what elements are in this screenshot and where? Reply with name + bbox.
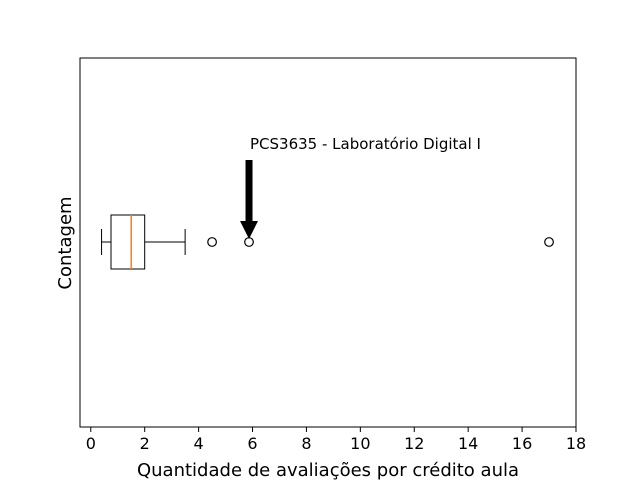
plot-frame — [79, 57, 577, 428]
annotation-label: PCS3635 - Laboratório Digital I — [250, 135, 481, 153]
x-tick-label: 16 — [512, 434, 532, 453]
y-axis-label: Contagem — [55, 196, 76, 289]
annotation-arrow-shaft — [245, 160, 253, 222]
x-tick-label: 6 — [247, 434, 257, 453]
annotation-arrow-head — [240, 221, 259, 239]
box-iqr — [110, 214, 146, 270]
x-axis-ticks: 0 2 4 6 8 10 12 14 16 18 — [86, 427, 586, 453]
x-tick-label: 8 — [301, 434, 311, 453]
x-tick-label: 0 — [86, 434, 96, 453]
x-tick-label: 12 — [404, 434, 424, 453]
outlier-point-0 — [207, 237, 217, 247]
chart-marks — [101, 160, 554, 270]
x-tick-label: 2 — [140, 434, 150, 453]
x-tick-label: 14 — [458, 434, 478, 453]
x-tick-label: 18 — [566, 434, 586, 453]
x-tick-label: 10 — [350, 434, 370, 453]
x-axis-label: Quantidade de avaliações por crédito aul… — [137, 460, 519, 480]
x-tick-label: 4 — [194, 434, 204, 453]
outlier-point-2 — [544, 237, 554, 247]
